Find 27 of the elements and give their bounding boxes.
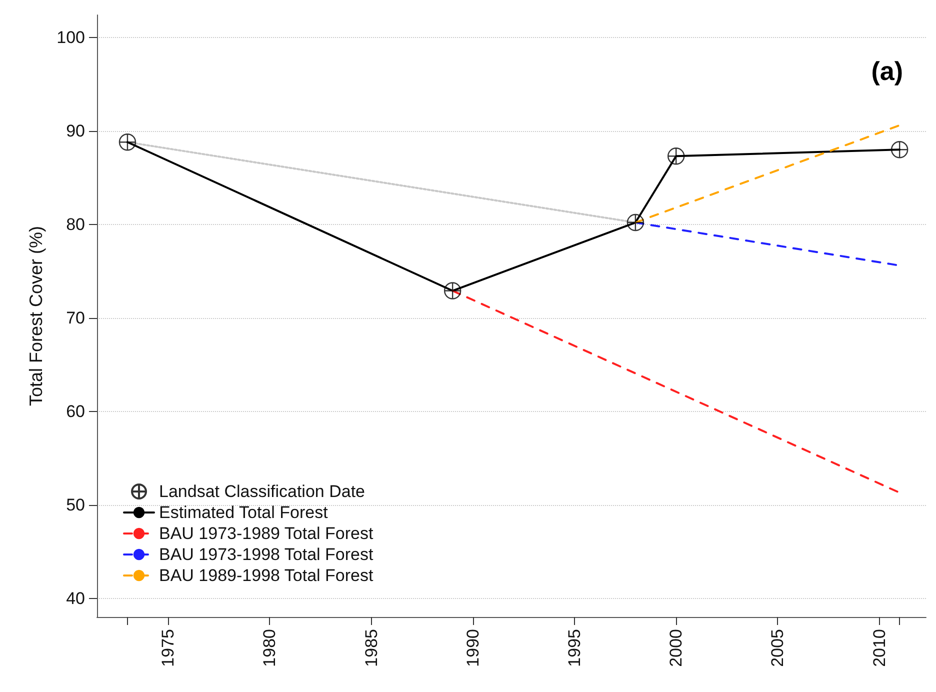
x-tick-label: 1990: [463, 629, 482, 667]
point: [118, 134, 136, 151]
y-axis-title: Total Forest Cover (%): [26, 226, 46, 406]
point: [890, 141, 908, 158]
annotation: (a): [871, 56, 904, 86]
x-tick-label: 1985: [362, 629, 381, 667]
y-tick-label: 100: [56, 28, 85, 47]
y-tick-label: 50: [66, 495, 85, 514]
legend-label: Estimated Total Forest: [159, 503, 328, 522]
x-tick-label: 2005: [768, 629, 788, 667]
y-tick-label: 90: [66, 121, 85, 140]
x-tick-label: 2010: [870, 629, 889, 667]
legend-label: BAU 1973-1998 Total Forest: [159, 545, 374, 564]
y-tick-label: 40: [66, 588, 85, 608]
legend-label: BAU 1989-1998 Total Forest: [159, 566, 374, 585]
legend-label: BAU 1973-1989 Total Forest: [159, 524, 374, 543]
y-tick-label: 70: [66, 308, 85, 328]
point: [626, 214, 644, 232]
y-tick-label: 80: [66, 214, 85, 234]
point: [444, 282, 462, 300]
x-tick-label: 1980: [260, 629, 280, 667]
y-tick-label: 60: [66, 402, 85, 421]
legend-label: Landsat Classification Date: [159, 482, 366, 501]
x-tick-label: 1975: [158, 629, 178, 667]
x-tick-label: 2000: [666, 629, 686, 667]
point: [667, 148, 685, 165]
x-tick-label: 1995: [564, 629, 584, 667]
